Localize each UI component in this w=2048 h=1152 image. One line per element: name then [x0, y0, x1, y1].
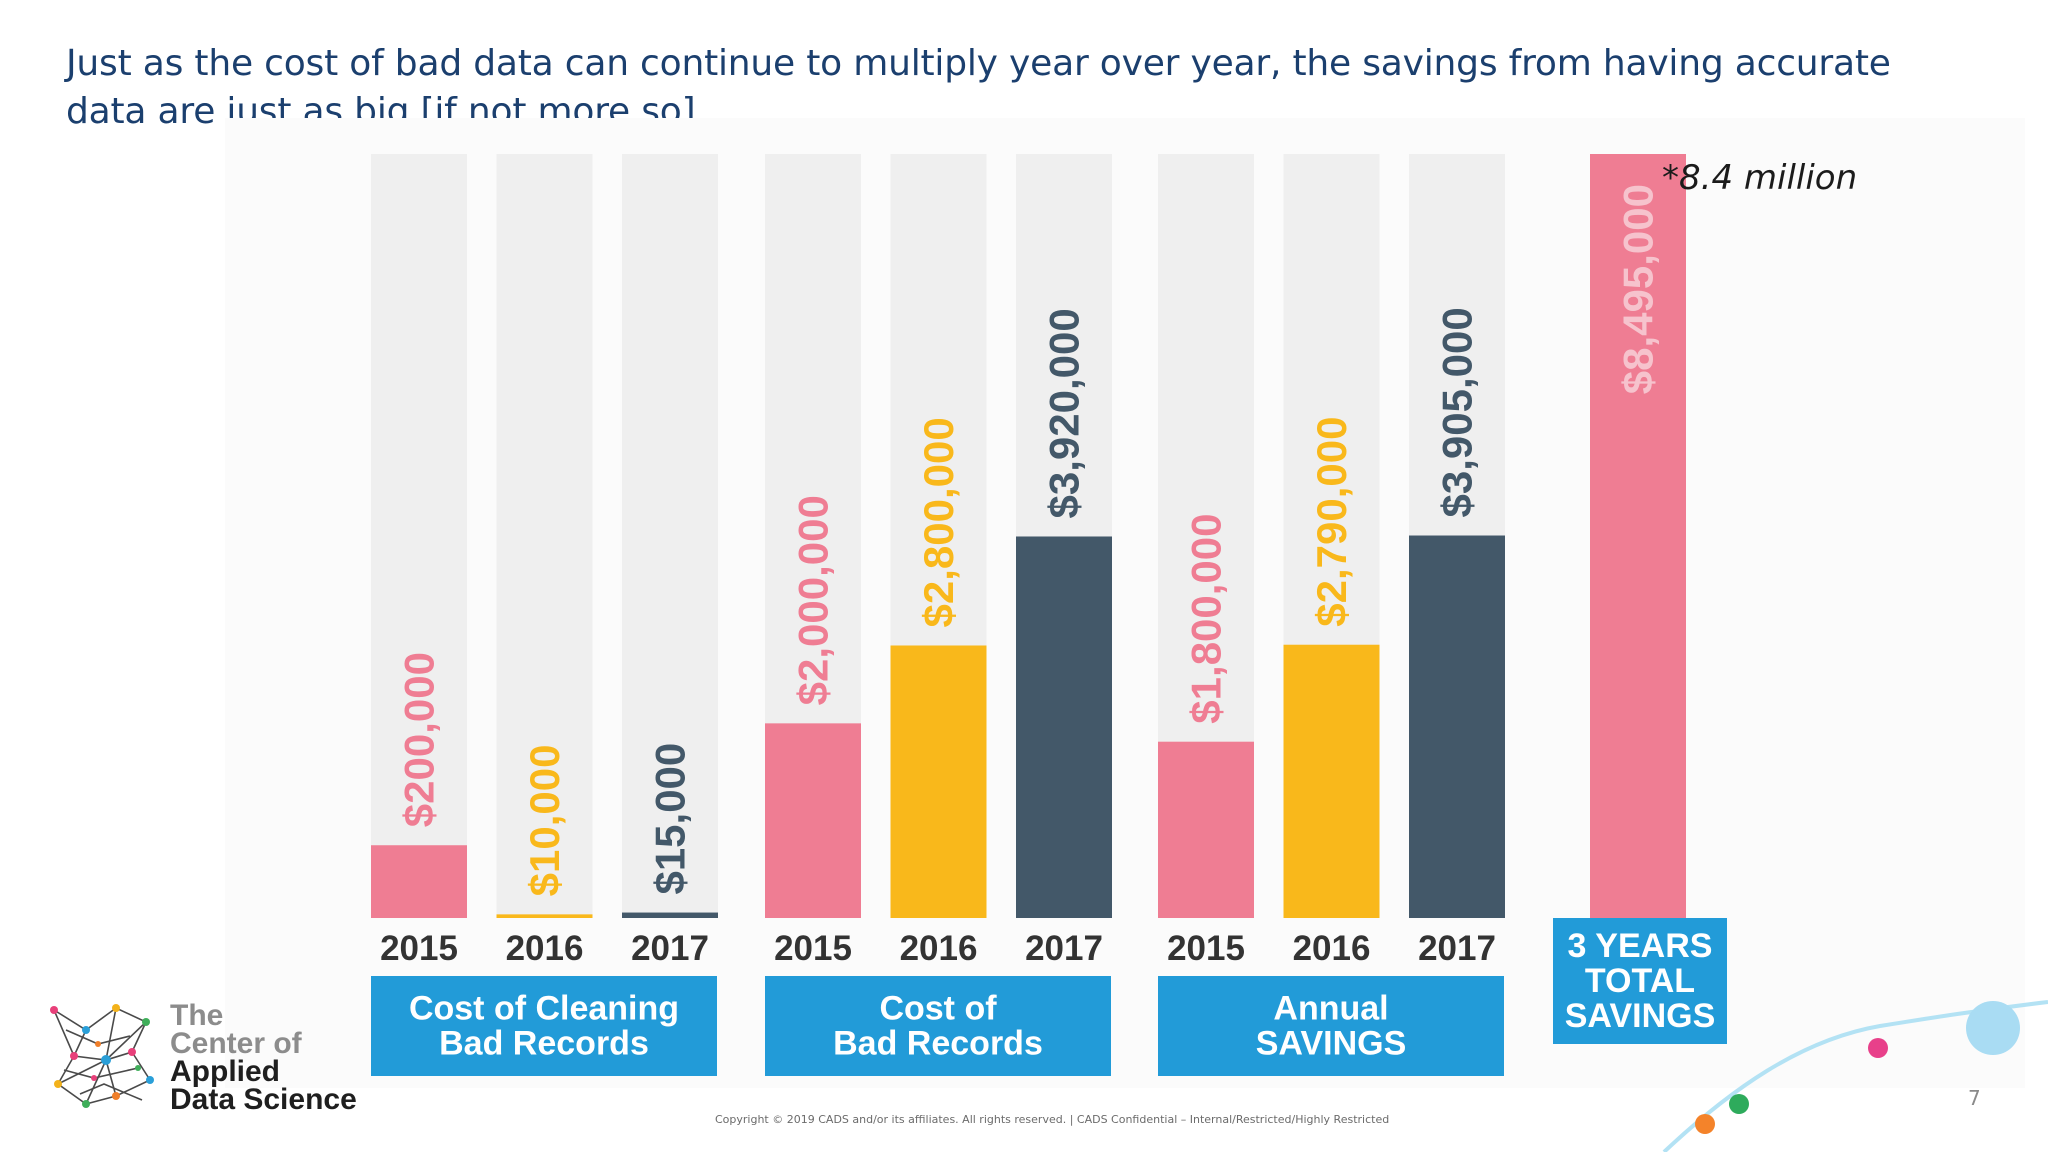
bar-value-label: $10,000 — [521, 745, 568, 897]
logo-line-2: Center of — [170, 1027, 302, 1060]
group-label-box — [1158, 976, 1504, 1076]
group-label-box — [1553, 918, 1727, 1044]
bar-value-label: $1,800,000 — [1183, 513, 1230, 723]
bar-chart: $200,000 2015 $10,000 2016 $15,000 2017 Cost o… — [371, 154, 1727, 1076]
group-label: TOTAL — [1585, 962, 1695, 1000]
network-logo-icon — [50, 1004, 154, 1108]
bar-value-label: $15,000 — [647, 743, 694, 895]
bar-track — [496, 154, 593, 918]
decorative-curve — [1662, 1000, 2048, 1152]
bar-value-label: $200,000 — [396, 652, 443, 827]
bar-track — [622, 154, 718, 918]
year-tick-label: 2015 — [380, 929, 458, 968]
logo-line-4: Data Science — [170, 1083, 357, 1116]
copyright-footer: Copyright © 2019 CADS and/or its affilia… — [715, 1113, 1390, 1126]
group-label: SAVINGS — [1565, 997, 1716, 1035]
chart-panel: $200,000 2015 $10,000 2016 $15,000 2017 Cost o… — [225, 118, 2025, 1088]
group-label: Bad Records — [439, 1025, 649, 1063]
group-label-box — [765, 976, 1111, 1076]
bar-value-label: $2,790,000 — [1308, 417, 1355, 627]
year-tick-label: 2015 — [1167, 929, 1245, 968]
bar-value-label: $3,905,000 — [1434, 307, 1481, 517]
decorative-dot-green — [1729, 1094, 1749, 1114]
group-label: Cost of Cleaning — [409, 990, 679, 1028]
decorative-dot-orange — [1695, 1114, 1715, 1134]
group-label: Bad Records — [833, 1025, 1043, 1063]
logo-wordmark: The Center of Applied Data Science — [170, 999, 357, 1116]
year-tick-label: 2016 — [506, 929, 584, 968]
cads-logo: The Center of Applied Data Science — [46, 1000, 386, 1120]
year-tick-label: 2017 — [1418, 929, 1496, 968]
year-tick-label: 2017 — [631, 929, 709, 968]
bar — [890, 645, 987, 918]
bar-value-label: $2,000,000 — [790, 495, 837, 705]
bar — [1158, 741, 1254, 918]
group-label-box — [371, 976, 717, 1076]
bar-value-label: $8,495,000 — [1615, 184, 1662, 394]
bar — [371, 845, 467, 918]
logo-line-1: The — [170, 999, 224, 1032]
bar-track — [371, 154, 467, 918]
year-tick-label: 2016 — [1293, 929, 1371, 968]
decorative-dot-blue — [1966, 1001, 2020, 1055]
logo-line-3: Applied — [170, 1055, 280, 1088]
year-tick-label: 2017 — [1025, 929, 1103, 968]
bar — [1409, 535, 1505, 918]
bar — [496, 914, 593, 918]
bar — [1016, 536, 1112, 918]
total-annotation: *8.4 million — [1662, 158, 1858, 198]
bar — [1283, 644, 1380, 918]
year-tick-label: 2016 — [900, 929, 978, 968]
group-label: Cost of — [879, 990, 997, 1028]
bar-value-label: $2,800,000 — [915, 417, 962, 627]
page-number: 7 — [1968, 1086, 1981, 1110]
group-label: 3 YEARS — [1568, 927, 1713, 965]
year-tick-label: 2015 — [774, 929, 852, 968]
bar — [765, 723, 861, 918]
bar — [622, 912, 718, 918]
group-label: Annual — [1273, 990, 1388, 1028]
decorative-dot-pink — [1868, 1038, 1888, 1058]
bar — [1590, 154, 1686, 918]
slide-title: Just as the cost of bad data can continu… — [66, 43, 1891, 132]
group-label: SAVINGS — [1256, 1025, 1407, 1063]
bar-value-label: $3,920,000 — [1041, 308, 1088, 518]
